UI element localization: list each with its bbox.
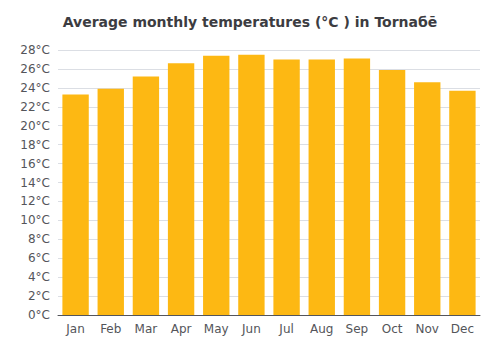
svg-text:22°C: 22°C [20,100,50,114]
svg-text:24°C: 24°C [20,81,50,95]
svg-text:10°C: 10°C [20,213,50,227]
svg-text:Apr: Apr [171,322,192,336]
svg-text:4°C: 4°C [28,270,50,284]
svg-text:0°C: 0°C [28,308,50,322]
svg-text:28°C: 28°C [20,43,50,57]
svg-text:Average monthly temperatures (: Average monthly temperatures (°C ) in To… [63,14,438,30]
svg-text:Aug: Aug [310,322,333,336]
svg-text:26°C: 26°C [20,62,50,76]
svg-text:Sep: Sep [346,322,369,336]
svg-text:Nov: Nov [416,322,439,336]
svg-text:Oct: Oct [382,322,403,336]
svg-text:Dec: Dec [451,322,474,336]
svg-text:Feb: Feb [100,322,121,336]
svg-text:2°C: 2°C [28,289,50,303]
svg-text:16°C: 16°C [20,157,50,171]
svg-text:May: May [204,322,229,336]
svg-text:Mar: Mar [135,322,158,336]
svg-text:8°C: 8°C [28,232,50,246]
svg-text:Jan: Jan [65,322,85,336]
svg-text:12°C: 12°C [20,194,50,208]
svg-text:Jun: Jun [241,322,261,336]
svg-text:Jul: Jul [278,322,293,336]
svg-text:6°C: 6°C [28,251,50,265]
svg-text:14°C: 14°C [20,176,50,190]
svg-text:20°C: 20°C [20,119,50,133]
svg-text:18°C: 18°C [20,138,50,152]
